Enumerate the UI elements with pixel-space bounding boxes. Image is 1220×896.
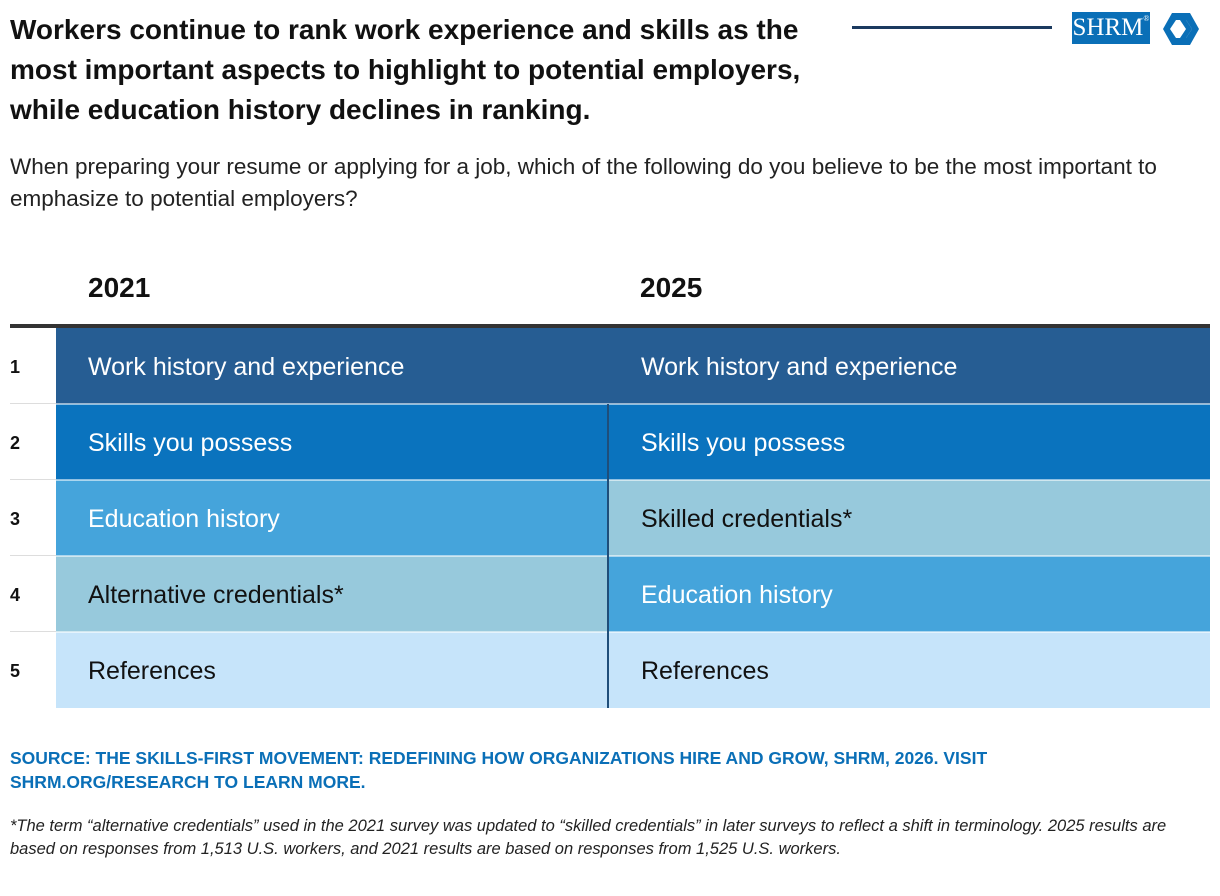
rank-label-5: 5 [10,661,20,681]
source-note: SOURCE: THE SKILLS-FIRST MOVEMENT: REDEF… [10,748,988,792]
cell-2021-rank-4 [56,556,608,632]
cell-label-2025-rank-2: Skills you possess [641,429,845,457]
cell-2025-rank-5 [608,632,1210,708]
rank-label-1: 1 [10,357,20,377]
shrm-logo-wordmark: SHRM® [1072,12,1150,44]
shrm-hexagon-icon [1163,13,1199,45]
table-header-rule [10,324,1210,328]
page-title: Workers continue to rank work experience… [10,14,801,125]
rank-label-2: 2 [10,433,20,453]
cell-2025-rank-3 [608,480,1210,556]
rank-separator-3 [10,479,56,480]
survey-question: When preparing your resume or applying f… [10,154,1157,211]
cell-2021-rank-5 [56,632,608,708]
header-divider-line [852,26,1052,29]
column-divider [607,404,609,708]
cell-label-2021-rank-2: Skills you possess [88,429,292,457]
column-header-2021: 2021 [88,272,151,303]
cell-2025-rank-4 [608,556,1210,632]
cell-label-2021-rank-4: Alternative credentials* [88,581,344,609]
row-gap-5 [56,631,1210,633]
rank-separator-4 [10,555,56,556]
rank-separator-2 [10,403,56,404]
cell-label-2025-rank-5: References [641,657,769,685]
cell-label-2021-rank-5: References [88,657,216,685]
cell-label-2021-rank-1: Work history and experience [88,353,404,381]
rank-separator-5 [10,631,56,632]
rank-label-4: 4 [10,585,20,605]
row-gap-4 [56,555,1210,557]
footnote: *The term “alternative credentials” used… [10,817,1167,858]
cell-label-2025-rank-1: Work history and experience [641,353,957,381]
cell-label-2021-rank-3: Education history [88,505,280,533]
column-header-2025: 2025 [640,272,703,303]
shrm-logo-text: SHRM [1072,14,1144,41]
registered-mark: ® [1143,14,1150,23]
cell-2025-rank-2 [608,404,1210,480]
cell-label-2025-rank-3: Skilled credentials* [641,505,852,533]
rank-label-3: 3 [10,509,20,529]
row-gap-3 [56,479,1210,481]
cell-2021-rank-3 [56,480,608,556]
cell-2021-rank-2 [56,404,608,480]
cell-2025-rank-1 [608,328,1210,404]
shrm-logo: SHRM® [1072,12,1206,46]
cell-2021-rank-1 [56,328,608,404]
cell-label-2025-rank-4: Education history [641,581,833,609]
row-gap-2 [56,403,1210,405]
